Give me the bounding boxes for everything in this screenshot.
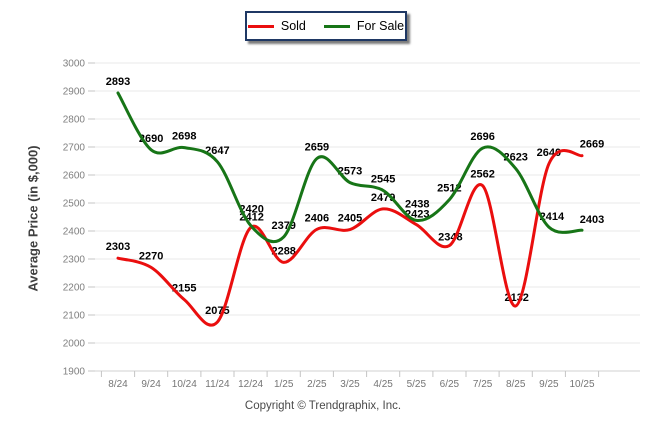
data-label: 2696 xyxy=(470,131,494,143)
data-label: 2405 xyxy=(338,213,362,225)
x-tick-label: 9/25 xyxy=(539,379,559,390)
data-label: 2270 xyxy=(139,250,163,262)
data-label: 2348 xyxy=(438,232,462,244)
for-sale-line xyxy=(116,91,584,244)
x-tick-label: 8/25 xyxy=(506,379,526,390)
for-sale-line-swatch xyxy=(323,24,350,28)
x-tick-label: 12/24 xyxy=(238,379,263,390)
y-tick-label: 2300 xyxy=(63,255,86,266)
data-label: 2155 xyxy=(172,283,196,295)
data-label: 2893 xyxy=(106,76,130,88)
data-label: 2403 xyxy=(580,214,604,226)
legend-label-for-sale: For Sale xyxy=(356,19,405,33)
y-tick-label: 2100 xyxy=(63,311,86,322)
y-tick-label: 2600 xyxy=(63,171,86,182)
data-label: 2659 xyxy=(305,142,329,154)
y-tick-label: 2700 xyxy=(63,143,86,154)
chart-legend: Sold For Sale xyxy=(245,11,407,41)
legend-item-sold: Sold xyxy=(247,19,306,33)
data-label: 2545 xyxy=(371,173,395,185)
x-tick-label: 9/24 xyxy=(141,379,161,390)
y-axis-title: Average Price (in $,000) xyxy=(25,145,41,292)
data-label: 2669 xyxy=(580,139,604,151)
x-tick-label: 10/24 xyxy=(172,379,197,390)
data-label: 2573 xyxy=(338,166,362,178)
copyright-text: Copyright © Trendgraphix, Inc. xyxy=(244,400,402,412)
sold-line xyxy=(116,149,584,327)
data-label: 2288 xyxy=(271,245,295,257)
data-label: 2414 xyxy=(540,211,565,223)
y-tick-label: 1900 xyxy=(63,367,86,378)
data-label: 2562 xyxy=(470,169,494,181)
y-tick-label: 2000 xyxy=(63,339,86,350)
x-tick-label: 6/25 xyxy=(440,379,460,390)
x-tick-label: 8/24 xyxy=(108,379,128,390)
x-tick-label: 10/25 xyxy=(569,379,594,390)
data-label: 2698 xyxy=(172,131,196,143)
x-tick-label: 2/25 xyxy=(307,379,327,390)
data-label: 2647 xyxy=(205,145,229,157)
data-label: 2303 xyxy=(106,241,130,253)
y-tick-label: 2900 xyxy=(63,87,86,98)
x-tick-label: 1/25 xyxy=(274,379,294,390)
y-tick-label: 2500 xyxy=(63,199,86,210)
y-tick-label: 2800 xyxy=(63,115,86,126)
sold-line-swatch xyxy=(247,24,274,28)
y-tick-label: 2400 xyxy=(63,227,86,238)
x-tick-label: 4/25 xyxy=(373,379,393,390)
x-tick-label: 7/25 xyxy=(473,379,493,390)
x-tick-label: 11/24 xyxy=(205,379,230,390)
y-tick-label: 3000 xyxy=(63,59,86,70)
legend-label-sold: Sold xyxy=(280,19,306,33)
y-tick-label: 2200 xyxy=(63,283,86,294)
x-tick-label: 3/25 xyxy=(340,379,360,390)
data-label: 2406 xyxy=(305,212,329,224)
legend-item-for-sale: For Sale xyxy=(323,19,405,33)
data-label: 2438 xyxy=(405,198,429,210)
x-tick-label: 5/25 xyxy=(407,379,427,390)
data-label: 2420 xyxy=(239,203,263,215)
